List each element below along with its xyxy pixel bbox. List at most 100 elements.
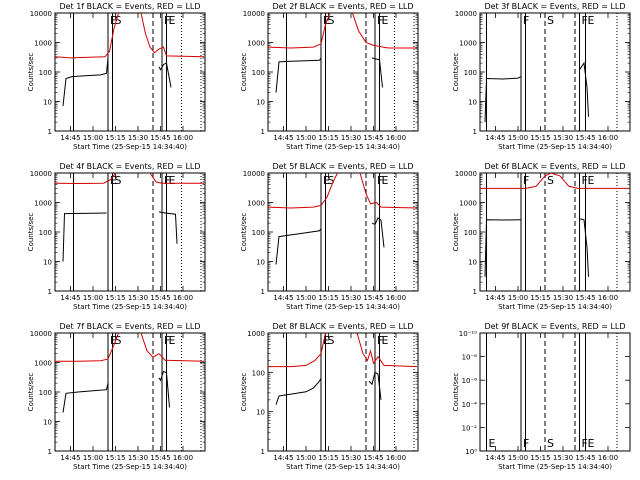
x-axis-label: Start Time (25-Sep-15 14:34:40) <box>73 303 187 311</box>
lld-series-line <box>359 173 418 209</box>
y-tick-label: 100 <box>39 69 52 77</box>
lld-series-line <box>140 13 205 58</box>
y-tick-label: 1000 <box>34 40 52 48</box>
x-axis-label: Start Time (25-Sep-15 14:34:40) <box>286 463 400 471</box>
region-marker-label: E <box>588 174 595 187</box>
x-tick-label: 14:45 <box>60 134 80 142</box>
region-marker-label: F <box>523 437 529 450</box>
x-tick-label: 15:00 <box>296 134 316 142</box>
x-tick-label: 15:30 <box>341 134 361 142</box>
x-tick-label: 15:00 <box>508 294 528 302</box>
events-series-line <box>275 57 322 93</box>
x-tick-label: 14:45 <box>273 294 293 302</box>
x-axis-label: Start Time (25-Sep-15 14:34:40) <box>286 143 400 151</box>
x-tick-label: 15:15 <box>318 134 338 142</box>
x-tick-label: 15:15 <box>530 134 550 142</box>
x-tick-label: 15:15 <box>530 294 550 302</box>
x-axis-label: Start Time (25-Sep-15 14:34:40) <box>286 303 400 311</box>
y-tick-label: 10⁻⁴ <box>462 401 478 409</box>
region-marker-label: F <box>164 14 170 27</box>
x-tick-label: 15:45 <box>575 454 595 462</box>
x-tick-label: 15:45 <box>575 134 595 142</box>
x-axis-label: Start Time (25-Sep-15 14:34:40) <box>73 143 187 151</box>
panel-title: Det 2f BLACK = Events, RED = LLD <box>272 2 413 11</box>
lld-series-line <box>352 13 417 49</box>
y-tick-label: 1000 <box>459 200 477 208</box>
region-marker-label: E <box>382 174 389 187</box>
events-series-line <box>484 219 522 277</box>
y-tick-label: 10 <box>468 259 477 267</box>
y-tick-label: 10 <box>43 259 52 267</box>
panel-title: Det 8f BLACK = Events, RED = LLD <box>272 322 413 331</box>
y-axis-label: Counts/sec <box>240 373 248 412</box>
x-tick-label: 15:15 <box>318 294 338 302</box>
lld-series-line <box>55 333 119 362</box>
events-series-line <box>371 57 383 88</box>
y-axis-label: Counts/sec <box>27 373 35 412</box>
region-marker-label: E <box>169 14 176 27</box>
region-marker-label: F <box>377 334 383 347</box>
lld-series-line <box>480 173 629 189</box>
x-tick-label: 16:00 <box>386 454 406 462</box>
panel-title: Det 7f BLACK = Events, RED = LLD <box>59 322 200 331</box>
y-tick-label: 10⁻² <box>462 424 478 432</box>
y-axis-label: Counts/sec <box>452 373 460 412</box>
lld-series-line <box>268 333 326 368</box>
x-tick-label: 15:45 <box>150 294 170 302</box>
x-tick-label: 15:30 <box>128 134 148 142</box>
x-tick-label: 15:00 <box>296 454 316 462</box>
lld-series-line <box>356 333 418 368</box>
events-series-line <box>62 212 107 262</box>
x-tick-label: 16:00 <box>598 134 618 142</box>
region-marker-label: F <box>377 14 383 27</box>
x-tick-label: 15:45 <box>575 294 595 302</box>
x-tick-label: 14:45 <box>273 454 293 462</box>
events-series-line <box>275 228 322 265</box>
detector-panel-5: Det 5f BLACK = Events, RED = LLD 1 10 100 10… <box>240 162 419 311</box>
detector-panel-8: Det 8f BLACK = Events, RED = LLD 1 10 100 10… <box>240 322 419 471</box>
detector-panel-7: Det 7f BLACK = Events, RED = LLD 1 10 100 10… <box>27 322 206 471</box>
events-series-line <box>62 382 109 413</box>
y-tick-label: 1000 <box>34 360 52 368</box>
x-tick-label: 15:45 <box>150 454 170 462</box>
y-tick-label: 1 <box>48 128 52 136</box>
events-series-line <box>158 62 172 88</box>
plot-frame <box>267 172 419 292</box>
x-tick-label: 16:00 <box>598 294 618 302</box>
panel-title: Det 3f BLACK = Events, RED = LLD <box>484 2 625 11</box>
x-tick-label: 14:45 <box>485 294 505 302</box>
region-marker-label: E <box>588 437 595 450</box>
region-marker-label: E <box>110 174 117 187</box>
x-axis-label: Start Time (25-Sep-15 14:34:40) <box>498 463 612 471</box>
events-series-line <box>62 57 109 107</box>
region-marker-label: F <box>582 174 588 187</box>
y-tick-label: 1 <box>261 128 265 136</box>
x-tick-label: 16:00 <box>173 454 193 462</box>
region-marker-label: F <box>377 174 383 187</box>
region-marker-label: S <box>547 14 554 27</box>
x-tick-label: 15:45 <box>363 454 383 462</box>
x-tick-label: 15:00 <box>83 454 103 462</box>
y-tick-label: 10 <box>256 259 265 267</box>
x-tick-label: 15:30 <box>128 454 148 462</box>
y-tick-label: 100 <box>464 69 477 77</box>
x-tick-label: 14:45 <box>485 134 505 142</box>
detector-panel-4: Det 4f BLACK = Events, RED = LLD 1 10 100 10… <box>27 162 206 311</box>
region-marker-label: E <box>323 174 330 187</box>
y-tick-label: 1 <box>48 288 52 296</box>
region-marker-label: E <box>588 14 595 27</box>
region-marker-label: E <box>489 437 496 450</box>
x-tick-label: 16:00 <box>173 134 193 142</box>
x-tick-label: 14:45 <box>485 454 505 462</box>
region-marker-label: E <box>110 334 117 347</box>
region-marker-label: E <box>323 14 330 27</box>
events-series-line <box>158 211 178 244</box>
y-axis-label: Counts/sec <box>452 53 460 92</box>
region-marker-label: S <box>328 174 335 187</box>
y-tick-label: 10⁰ <box>465 448 477 456</box>
x-tick-label: 15:15 <box>318 454 338 462</box>
plot-frame <box>479 172 631 292</box>
x-tick-label: 15:45 <box>150 134 170 142</box>
lld-series-line <box>268 13 331 49</box>
plot-frame <box>479 12 631 132</box>
